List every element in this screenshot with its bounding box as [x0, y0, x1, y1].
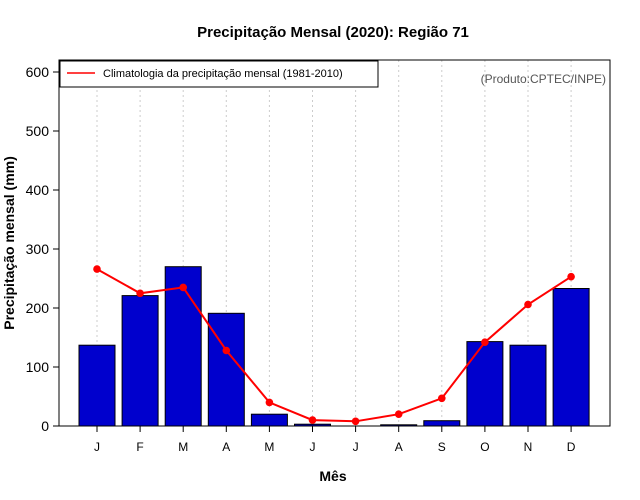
y-tick-label: 300 — [26, 241, 50, 257]
y-tick-label: 600 — [26, 64, 50, 80]
climatology-point-10 — [524, 300, 532, 309]
climatology-point-9 — [481, 338, 489, 347]
y-tick-label: 200 — [26, 300, 50, 316]
y-tick-label: 0 — [41, 418, 49, 434]
product-annotation: (Produto:CPTEC/INPE) — [481, 72, 606, 86]
x-tick-label-9: O — [480, 440, 489, 454]
plot-frame — [58, 59, 611, 427]
bar-11 — [552, 288, 590, 427]
climatology-point-4 — [265, 398, 274, 407]
bar-8 — [423, 420, 461, 427]
x-tick-label-5: J — [310, 440, 316, 454]
climatology-line — [96, 268, 572, 423]
bar-3 — [207, 312, 245, 427]
y-tick-label: 100 — [26, 359, 50, 375]
bar-9 — [466, 341, 504, 427]
x-tick-label-7: A — [395, 440, 403, 454]
y-tick-label: 400 — [26, 182, 50, 198]
y-axis-label: Precipitação mensal (mm) — [1, 156, 17, 330]
bar-2 — [164, 266, 202, 427]
x-tick-label-2: M — [178, 440, 188, 454]
climatology-point-3 — [222, 346, 231, 355]
x-tick-label-3: A — [222, 440, 230, 454]
x-axis-label: Mês — [319, 468, 346, 484]
y-tick-label: 500 — [26, 123, 50, 139]
y-axis: 0 100 200 300 400 500 600 — [26, 64, 59, 434]
climatology-point-7 — [394, 410, 403, 419]
bar-10 — [509, 344, 547, 427]
x-tick-label-8: S — [438, 440, 446, 454]
climatology-point-8 — [438, 394, 446, 403]
x-tick-label-6: J — [353, 440, 359, 454]
climatology-point-0 — [93, 265, 101, 273]
x-tick-label-10: N — [524, 440, 533, 454]
climatology-point-1 — [136, 289, 144, 298]
legend-label: Climatologia da precipitação mensal (198… — [103, 68, 343, 80]
climatology-point-2 — [179, 283, 187, 292]
bar-4 — [250, 413, 288, 427]
climatology-point-5 — [308, 416, 317, 424]
legend: Climatologia da precipitação mensal (198… — [59, 60, 379, 88]
x-tick-label-0: J — [94, 440, 100, 454]
x-tick-label-4: M — [264, 440, 274, 454]
x-tick-label-11: D — [567, 440, 576, 454]
climatology-point-6 — [351, 417, 360, 426]
climatology-point-11 — [567, 272, 575, 281]
bar-series — [78, 266, 590, 427]
legend-box — [59, 60, 379, 88]
chart-title: Precipitação Mensal (2020): Região 71 — [197, 24, 469, 41]
climatology-series — [93, 265, 575, 426]
bar-0 — [78, 344, 116, 427]
x-tick-label-1: F — [136, 440, 143, 454]
bar-1 — [121, 295, 159, 427]
